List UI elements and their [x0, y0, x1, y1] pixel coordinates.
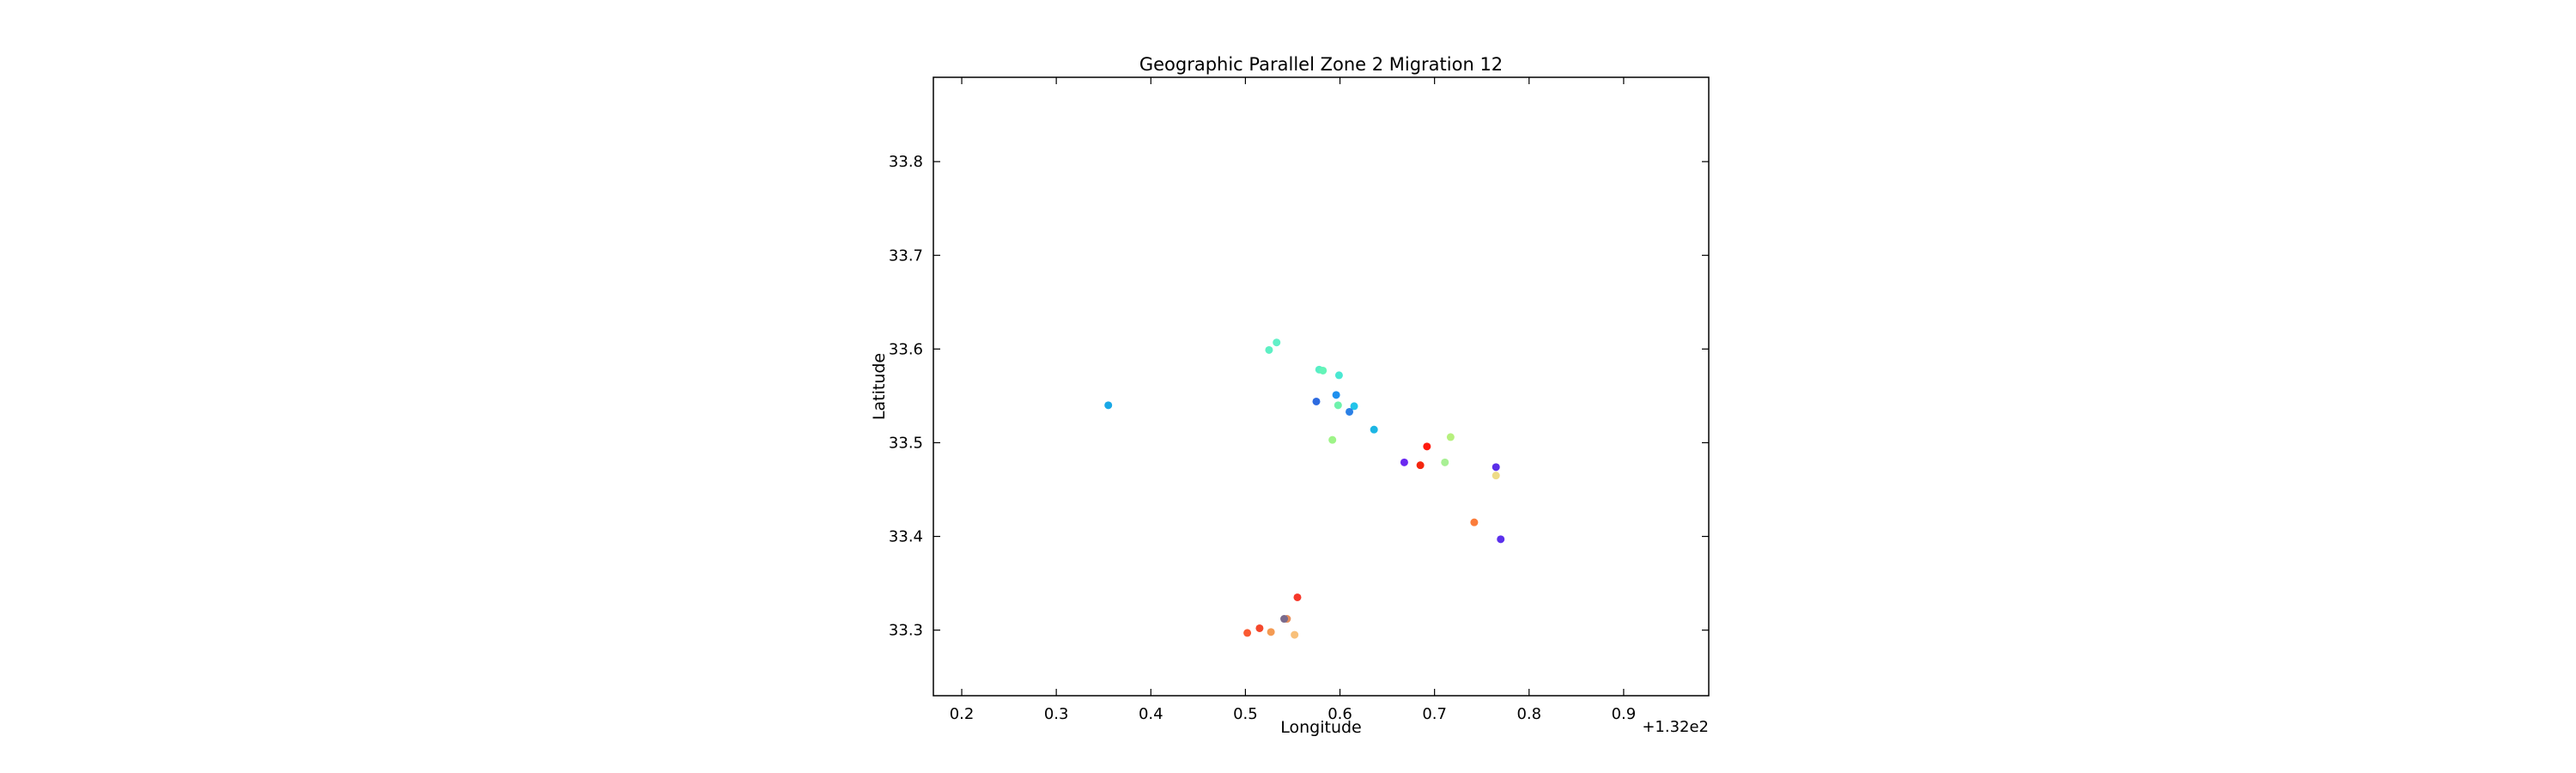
y-tick-label: 33.8	[889, 153, 923, 171]
scatter-point	[1332, 391, 1340, 399]
scatter-point	[1291, 630, 1299, 639]
scatter-point	[1441, 458, 1449, 466]
x-tick-label: 0.8	[1516, 705, 1541, 723]
scatter-point	[1423, 442, 1431, 451]
scatter-point	[1104, 401, 1113, 410]
scatter-point	[1334, 371, 1343, 380]
scatter-point	[1255, 624, 1264, 632]
y-tick-label: 33.4	[889, 528, 923, 546]
scatter-point	[1267, 628, 1275, 636]
scatter-point	[1416, 461, 1425, 470]
y-tick-label: 33.6	[889, 340, 923, 358]
x-tick-label: 0.3	[1044, 705, 1069, 723]
x-tick-label: 0.5	[1233, 705, 1258, 723]
scatter-point	[1492, 463, 1500, 472]
x-tick-label: 0.4	[1139, 705, 1163, 723]
scatter-point	[1280, 615, 1289, 624]
scatter-point	[1470, 518, 1479, 526]
scatter-point	[1400, 458, 1408, 466]
x-axis-label: Longitude	[1280, 718, 1362, 737]
scatter-point	[1370, 425, 1378, 434]
scatter-point	[1492, 472, 1500, 480]
scatter-point	[1319, 366, 1327, 374]
y-tick-label: 33.3	[889, 622, 923, 640]
scatter-point	[1350, 402, 1358, 411]
chart-title: Geographic Parallel Zone 2 Migration 12	[1139, 54, 1503, 75]
plot-frame	[933, 76, 1710, 697]
x-axis-offset-label: +1.32e2	[1642, 718, 1709, 736]
scatter-point	[1243, 629, 1252, 637]
x-tick-label: 0.2	[950, 705, 975, 723]
axis-ticks: 0.2 0.3 0.4 0.5 0.6 0.7 0.8 0.9 33.3 33.4 33.5 33.6…	[889, 77, 1709, 723]
scatter-point	[1328, 435, 1337, 444]
x-tick-label: 0.9	[1612, 705, 1637, 723]
scatter-points	[1104, 338, 1505, 639]
scatter-point	[1334, 401, 1342, 410]
scatter-point	[1293, 593, 1302, 601]
plot-area	[933, 77, 1709, 696]
scatter-point	[1273, 338, 1281, 347]
y-tick-label: 33.7	[889, 247, 923, 265]
scatter-point	[1497, 535, 1505, 544]
scatter-point	[1312, 397, 1321, 405]
y-axis-label: Latitude	[870, 353, 889, 420]
y-tick-label: 33.5	[889, 434, 923, 452]
x-tick-label: 0.6	[1327, 705, 1352, 723]
scatter-point	[1346, 407, 1354, 416]
scatter-point	[1265, 345, 1273, 354]
scatter-point	[1446, 433, 1455, 441]
x-tick-label: 0.7	[1422, 705, 1447, 723]
